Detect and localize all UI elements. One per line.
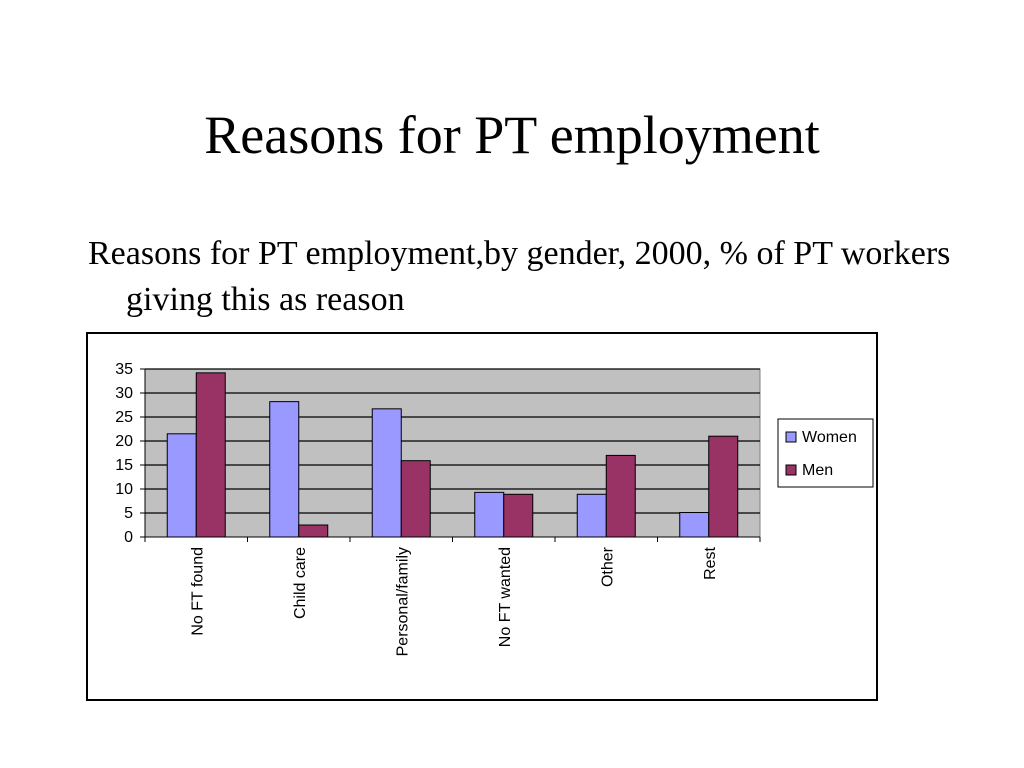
bar-women-3: [474, 491, 505, 538]
bar-women-4: [576, 493, 607, 538]
legend-swatch-men: [785, 464, 797, 476]
slide-subtitle: Reasons for PT employment,by gender, 200…: [88, 235, 951, 318]
y-tick-label: 35: [115, 361, 133, 378]
bar-men-3: [503, 493, 534, 538]
x-tick-label: Personal/family: [394, 547, 411, 656]
bar-men-0: [195, 372, 226, 538]
bar-women-1: [269, 401, 300, 538]
chart-frame: 0 5 10 15 20 25 30 35 No FT found Child care Perso…: [86, 332, 878, 701]
y-tick-label: 30: [115, 385, 133, 402]
y-tick-label: 5: [124, 505, 133, 522]
legend-box: [777, 418, 874, 488]
x-tick-label: Child care: [292, 547, 309, 619]
y-tick-label: 20: [115, 433, 133, 450]
plot-area: [144, 368, 761, 538]
x-tick-label: Rest: [702, 546, 719, 579]
bar-women-2: [371, 408, 402, 538]
legend-label-men: Men: [802, 462, 833, 479]
legend-swatch-women: [785, 431, 797, 443]
y-tick-label: 0: [124, 529, 133, 546]
bar-men-1: [298, 524, 329, 538]
legend-label-women: Women: [802, 429, 857, 446]
slide-title: Reasons for PT employment: [204, 105, 820, 165]
y-tick-label: 15: [115, 457, 133, 474]
x-tick-label: Other: [599, 546, 616, 587]
x-tick-label: No FT found: [189, 547, 206, 636]
bar-men-5: [708, 435, 739, 538]
bar-men-4: [605, 454, 636, 538]
x-tick-label: No FT wanted: [497, 547, 514, 647]
bar-men-2: [400, 460, 431, 538]
bar-chart: 0 5 10 15 20 25 30 35 No FT found Child care Perso…: [115, 361, 874, 656]
y-tick-label: 25: [115, 409, 133, 426]
y-tick-label: 10: [115, 481, 133, 498]
bar-women-0: [166, 433, 197, 538]
bar-women-5: [679, 512, 710, 538]
